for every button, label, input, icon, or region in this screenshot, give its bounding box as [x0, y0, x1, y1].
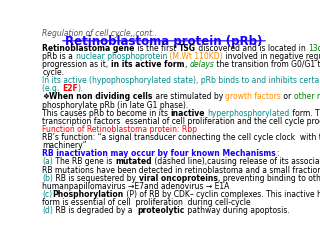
Text: The RB gene is: The RB gene is [53, 157, 115, 166]
Text: ,: , [185, 60, 189, 69]
Text: 13q14.: 13q14. [308, 44, 320, 53]
Text: delays: delays [189, 60, 214, 69]
Text: (a): (a) [43, 157, 53, 166]
Text: ), pRb binds to and inhibits certain transcription factors: ), pRb binds to and inhibits certain tra… [194, 76, 320, 85]
Text: Regulation of cell cycle,,cont..: Regulation of cell cycle,,cont.. [43, 29, 157, 38]
Text: RB is sequestered by: RB is sequestered by [53, 174, 139, 183]
Text: RB’s function: “a signal transducer connecting the cell cycle clock  with the tr: RB’s function: “a signal transducer conn… [43, 133, 320, 142]
Text: (P) of RB by CDK– cyclin complexes. This inactive hyper- phosphorylated: (P) of RB by CDK– cyclin complexes. This… [124, 190, 320, 199]
Text: ).: ). [78, 84, 83, 93]
Text: proteolytic: proteolytic [138, 206, 185, 215]
Text: form is essential of cell  proliferation  during cell-cycle: form is essential of cell proliferation … [43, 198, 251, 207]
Text: ❖: ❖ [43, 92, 49, 101]
Text: , preventing binding to other factors such as: , preventing binding to other factors su… [218, 174, 320, 183]
Text: are stimulated by: are stimulated by [153, 92, 225, 101]
Text: machinery”: machinery” [43, 141, 87, 150]
Text: hypophosphorylated state: hypophosphorylated state [92, 76, 194, 85]
Text: progression as it,: progression as it, [43, 60, 111, 69]
Text: nuclear phosphoprotein: nuclear phosphoprotein [76, 52, 167, 61]
Text: In its active (: In its active ( [43, 76, 92, 85]
Text: other mitogenic signals: other mitogenic signals [294, 92, 320, 101]
Text: RB inactivation may occur by four known Mechanisms: RB inactivation may occur by four known … [43, 149, 276, 158]
Text: growth factors: growth factors [225, 92, 281, 101]
Text: pathway during apoptosis.: pathway during apoptosis. [185, 206, 290, 215]
Text: pRb is a: pRb is a [43, 52, 76, 61]
Text: :: : [276, 149, 279, 158]
Text: (dashed line),causing release of its associated factors.: (dashed line),causing release of its ass… [152, 157, 320, 166]
Text: (d): (d) [43, 206, 53, 215]
Text: hyperphosphorylated: hyperphosphorylated [208, 109, 290, 118]
Text: Retinoblastoma gene: Retinoblastoma gene [43, 44, 135, 53]
Text: Retinoblastoma protein (pRb): Retinoblastoma protein (pRb) [65, 35, 263, 48]
Text: phosphorylate pRb (in late G1 phase).: phosphorylate pRb (in late G1 phase). [43, 101, 189, 109]
Text: (b): (b) [43, 174, 53, 183]
Text: Function of Retinoblastoma protein: Rbp: Function of Retinoblastoma protein: Rbp [43, 125, 197, 134]
Text: Phosphorylation: Phosphorylation [52, 190, 124, 199]
Text: mutated: mutated [115, 157, 152, 166]
Text: E2F: E2F [62, 84, 78, 93]
Text: inactive: inactive [171, 109, 205, 118]
Text: RB mutations have been detected in retinoblastoma and a small fraction of sporad: RB mutations have been detected in retin… [43, 166, 320, 174]
Text: transcription factors  essential of cell proliferation and the cell cycle procee: transcription factors essential of cell … [43, 117, 320, 126]
Text: (c): (c) [43, 190, 52, 199]
Text: (M.Wt 110KD): (M.Wt 110KD) [167, 52, 223, 61]
Text: cycle.: cycle. [43, 68, 64, 77]
Text: When non dividing cells: When non dividing cells [49, 92, 153, 101]
Text: form. Thus it releases the: form. Thus it releases the [290, 109, 320, 118]
Text: humanpapillomavirus →E7and adenovirus → E1A: humanpapillomavirus →E7and adenovirus → … [43, 182, 230, 191]
Text: involved in negative regulation of cell cycle: involved in negative regulation of cell … [223, 52, 320, 61]
Text: TSG: TSG [179, 44, 196, 53]
Text: This causes pRb to become in its: This causes pRb to become in its [43, 109, 171, 118]
Text: is the first: is the first [135, 44, 179, 53]
Text: the transition from G0/G1 to S phase of the cell: the transition from G0/G1 to S phase of … [214, 60, 320, 69]
Text: RB is degraded by a: RB is degraded by a [53, 206, 138, 215]
Text: or: or [281, 92, 294, 101]
Text: discovered and is located in: discovered and is located in [196, 44, 308, 53]
Text: viral oncoproteins: viral oncoproteins [139, 174, 218, 183]
Text: (e.g.: (e.g. [43, 84, 62, 93]
Text: in its active form: in its active form [111, 60, 185, 69]
